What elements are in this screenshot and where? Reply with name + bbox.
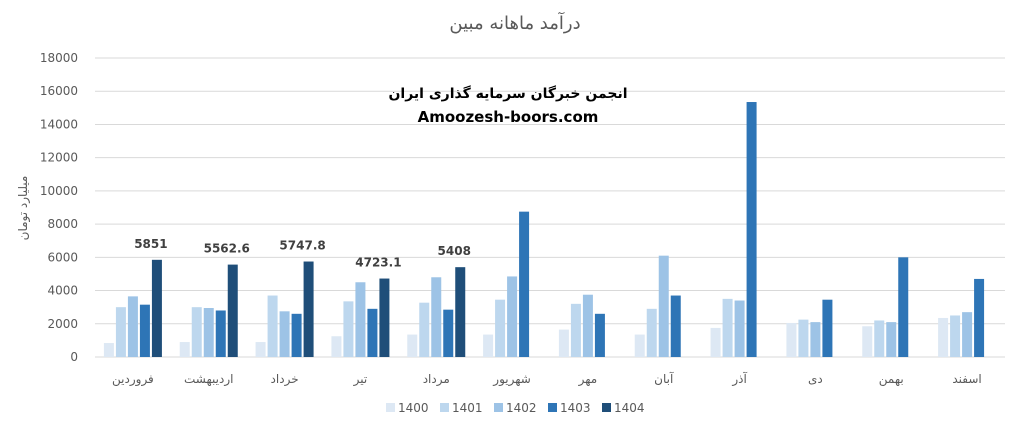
bar-1400 xyxy=(483,334,494,357)
y-axis-label: میلیارد تومان xyxy=(16,176,31,241)
bar-1400 xyxy=(179,342,190,357)
bar-1401 xyxy=(950,315,961,357)
legend-label: 1404 xyxy=(614,401,645,415)
bar-1403 xyxy=(974,278,985,357)
x-tick-label: اسفند xyxy=(952,372,981,386)
x-tick-label: آذر xyxy=(731,371,747,387)
legend-label: 1401 xyxy=(452,401,483,415)
bar-1403 xyxy=(291,313,302,357)
x-tick-label: مرداد xyxy=(423,372,450,387)
bar-1403 xyxy=(519,211,530,357)
bar-1402 xyxy=(203,307,214,357)
bar-1400 xyxy=(786,322,797,357)
bar-1402 xyxy=(507,276,518,357)
x-tick-label: دی xyxy=(808,372,823,386)
bar-1402 xyxy=(127,296,138,357)
bar-1404 xyxy=(379,278,390,357)
bar-1400 xyxy=(862,326,873,357)
legend-label: 1402 xyxy=(506,401,537,415)
bar-1402 xyxy=(810,322,821,357)
legend-swatch-1404 xyxy=(602,403,611,412)
x-tick-label: آبان xyxy=(654,371,674,386)
legend-swatch-1400 xyxy=(386,403,395,412)
legend-label: 1400 xyxy=(398,401,429,415)
bar-1404 xyxy=(455,267,466,357)
bar-1403 xyxy=(367,308,378,357)
bar-1401 xyxy=(570,303,581,357)
bar-1403 xyxy=(822,299,833,357)
bar-1400 xyxy=(938,317,949,357)
y-tick-label: 0 xyxy=(70,350,78,364)
bar-1400 xyxy=(103,343,114,357)
bar-1400 xyxy=(634,334,645,357)
x-tick-label: خرداد xyxy=(271,372,299,387)
legend-label: 1403 xyxy=(560,401,591,415)
bar-1404 xyxy=(303,261,314,357)
data-label: 5851 xyxy=(134,237,167,251)
bar-1403 xyxy=(139,304,150,357)
x-tick-label: شهریور xyxy=(492,372,531,387)
bar-1401 xyxy=(495,299,506,357)
legend-swatch-1403 xyxy=(548,403,557,412)
bar-1400 xyxy=(710,327,721,357)
data-label: 4723.1 xyxy=(355,256,401,270)
bar-1401 xyxy=(267,295,278,357)
bar-1403 xyxy=(898,257,909,357)
bar-1401 xyxy=(343,301,354,357)
bar-1403 xyxy=(443,309,454,357)
x-tick-label: بهمن xyxy=(879,372,904,387)
chart-title: درآمد ماهانه مبین xyxy=(449,11,580,34)
y-tick-label: 18000 xyxy=(40,51,78,65)
bar-1400 xyxy=(558,329,569,357)
x-tick-label: فروردین xyxy=(112,372,154,387)
bar-1401 xyxy=(722,298,733,357)
bar-1400 xyxy=(331,336,342,357)
bar-1403 xyxy=(670,295,681,357)
legend-swatch-1401 xyxy=(440,403,449,412)
bar-1401 xyxy=(874,320,885,357)
bar-1404 xyxy=(227,264,238,357)
y-tick-label: 14000 xyxy=(40,117,78,131)
bar-1402 xyxy=(355,282,366,357)
bar-1401 xyxy=(798,319,809,357)
x-tick-label: اردیبهشت xyxy=(184,372,233,387)
y-tick-label: 12000 xyxy=(40,151,78,165)
x-tick-label: تیر xyxy=(353,372,368,387)
data-label: 5408 xyxy=(438,244,471,258)
watermark-url: Amoozesh-boors.com xyxy=(418,108,599,126)
y-tick-label: 10000 xyxy=(40,184,78,198)
y-tick-label: 16000 xyxy=(40,84,78,98)
y-tick-label: 8000 xyxy=(47,217,78,231)
bar-1400 xyxy=(255,342,266,357)
bar-1402 xyxy=(962,312,973,357)
bar-1401 xyxy=(191,307,202,357)
data-label: 5747.8 xyxy=(279,239,325,253)
bar-1402 xyxy=(734,300,745,357)
bar-1402 xyxy=(582,294,593,357)
y-tick-label: 2000 xyxy=(47,317,78,331)
legend-swatch-1402 xyxy=(494,403,503,412)
bar-1403 xyxy=(594,313,605,357)
bar-1402 xyxy=(431,277,442,357)
bar-1402 xyxy=(658,255,669,357)
bar-1401 xyxy=(419,302,430,357)
y-tick-label: 6000 xyxy=(47,250,78,264)
y-tick-label: 4000 xyxy=(47,284,78,298)
bar-1401 xyxy=(646,308,657,357)
watermark-persian: انجمن خبرگان سرمایه گذاری ایران xyxy=(388,85,627,102)
bar-1403 xyxy=(746,102,757,358)
data-label: 5562.6 xyxy=(204,242,250,256)
bar-1401 xyxy=(115,307,126,357)
bar-1402 xyxy=(886,322,897,357)
bar-1400 xyxy=(407,334,418,357)
bar-1404 xyxy=(151,259,162,357)
x-tick-label: مهر xyxy=(578,372,598,387)
bar-1402 xyxy=(279,311,290,357)
bar-1403 xyxy=(215,310,226,357)
